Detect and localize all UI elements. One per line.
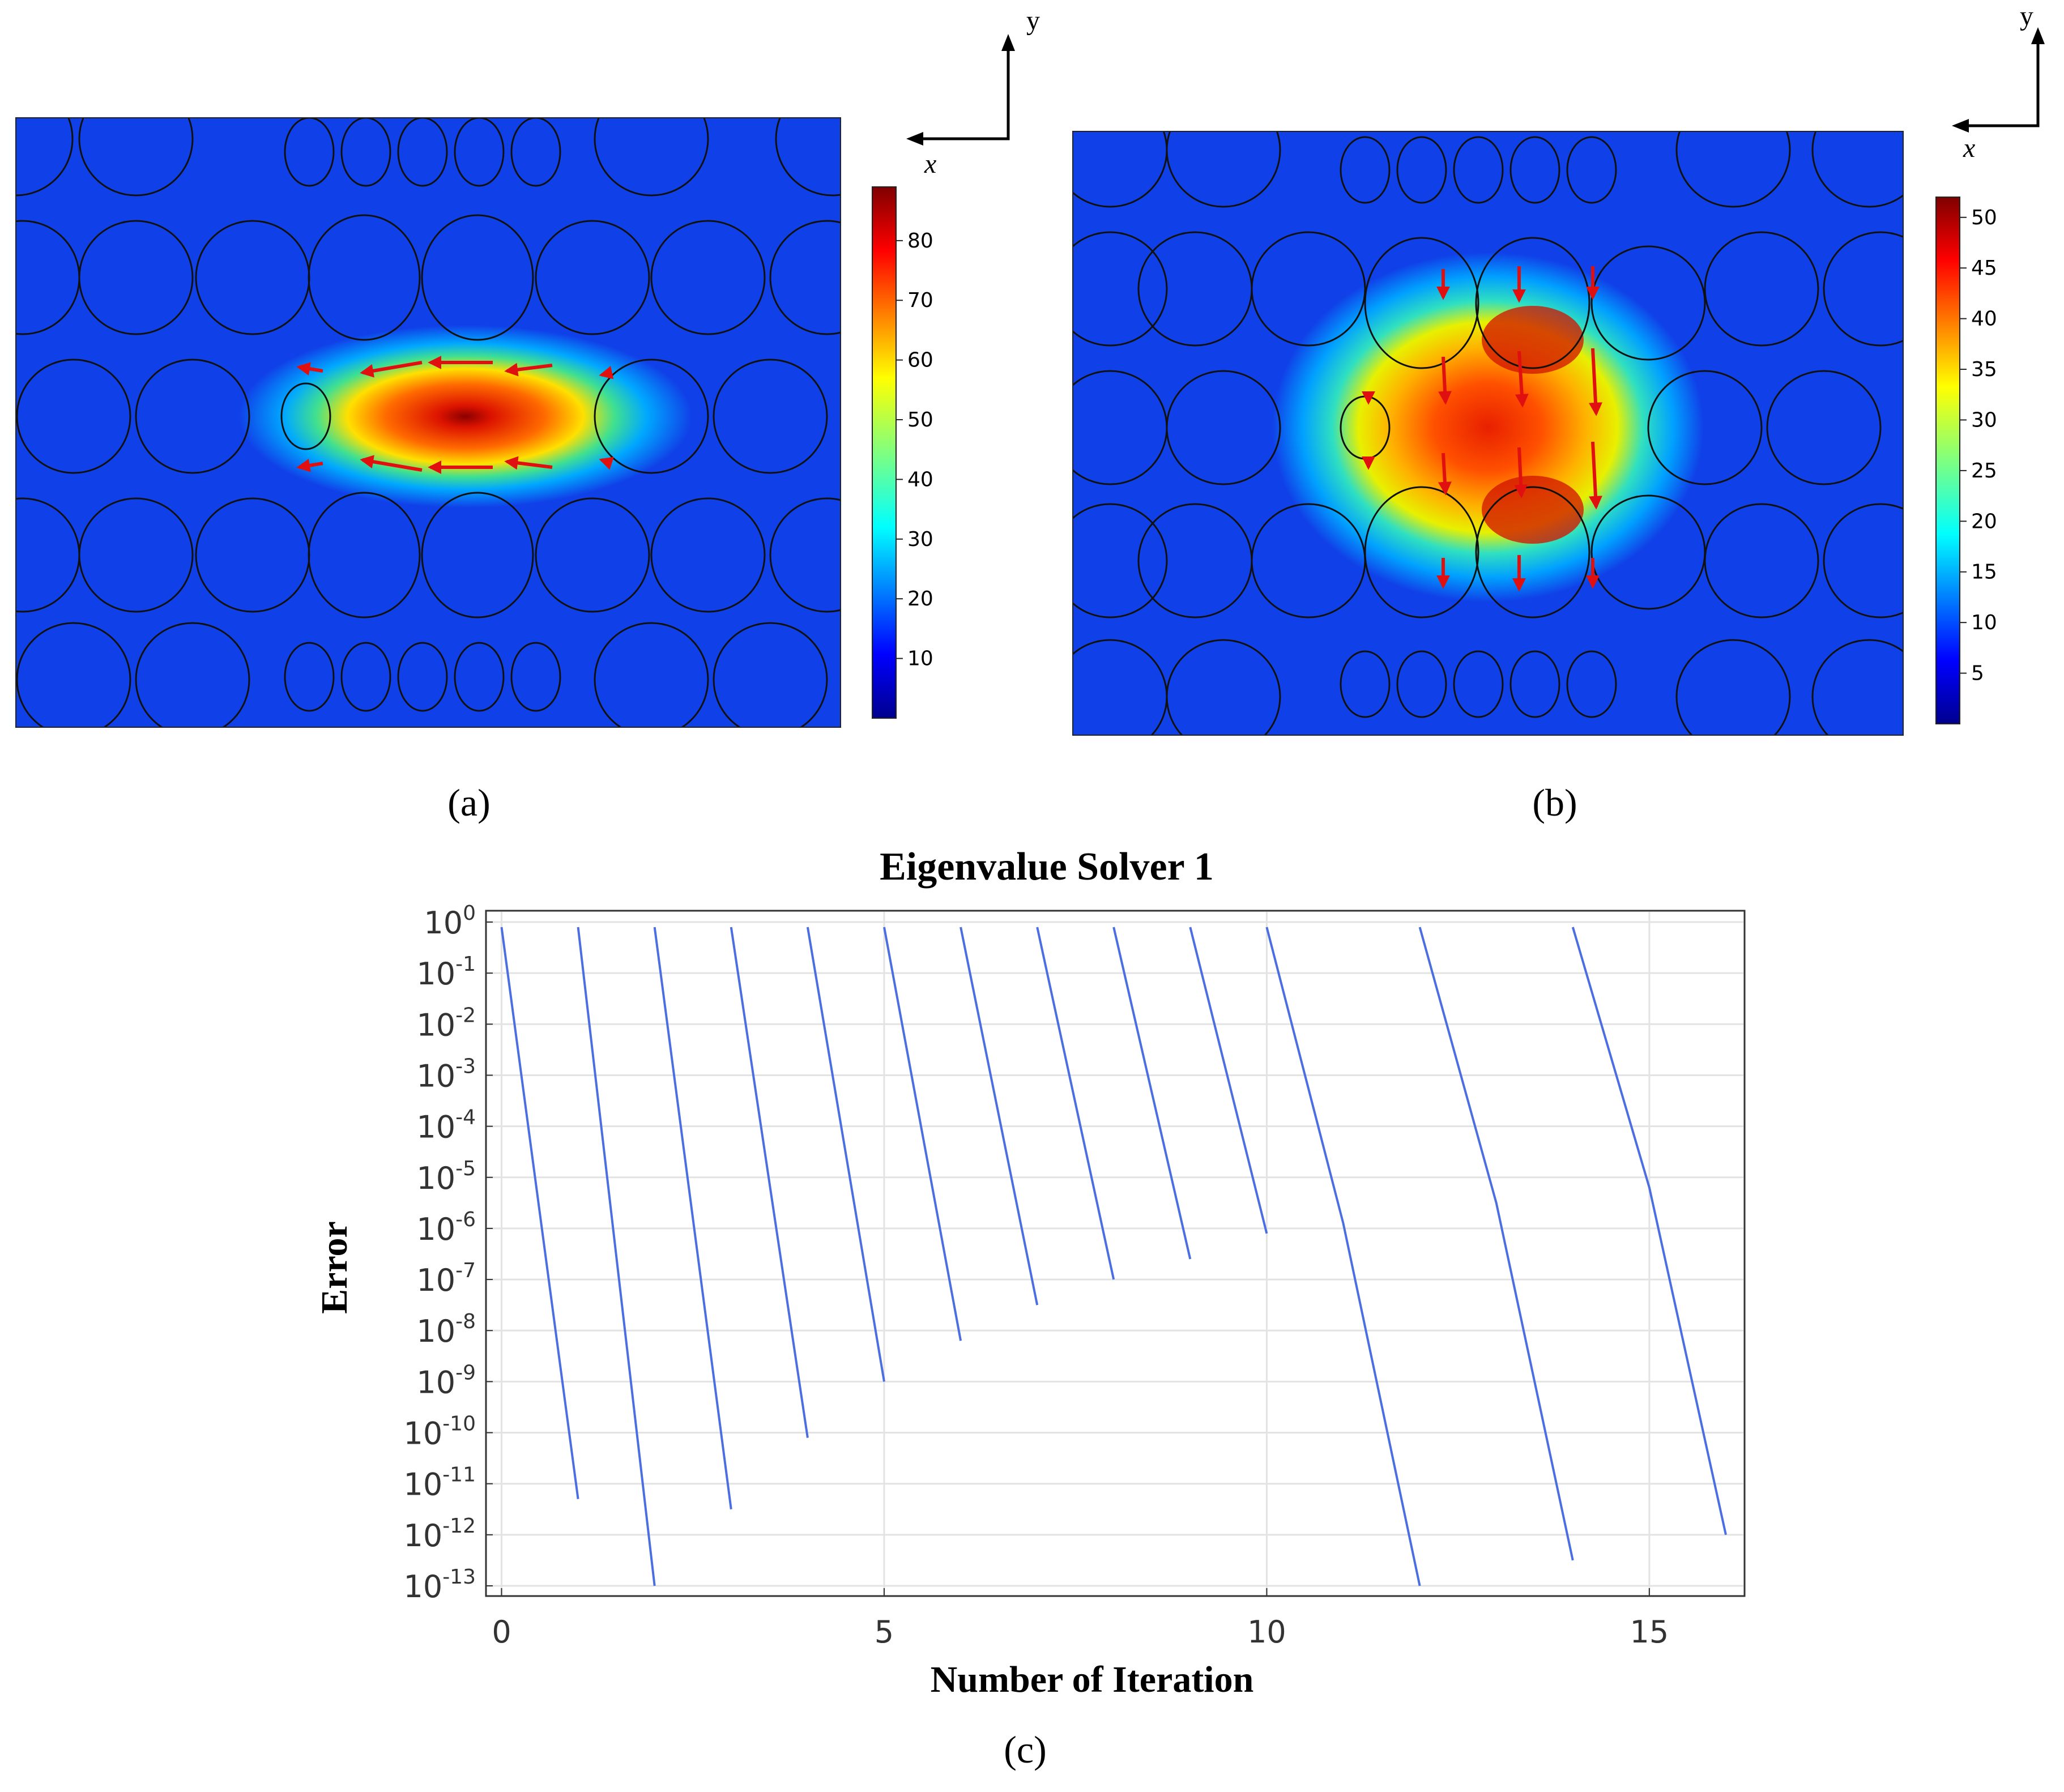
y-axis-label: Error xyxy=(314,1221,355,1314)
colorbar-a-tick-label: 40 xyxy=(907,468,933,491)
series-line-solve-11 xyxy=(1265,927,1421,1586)
x-tick-label: 10 xyxy=(1247,1614,1286,1650)
series-line-solve-3 xyxy=(653,927,732,1510)
series-line-solve-10 xyxy=(1189,927,1268,1234)
y-tick-label: 10-8 xyxy=(416,1310,476,1349)
y-tick-label: 10-7 xyxy=(416,1259,476,1298)
x-tick-label: 5 xyxy=(875,1614,894,1650)
chart-title: Eigenvalue Solver 1 xyxy=(880,845,1214,889)
y-tick-label: 10-2 xyxy=(416,1004,476,1043)
panel-c-label: (c) xyxy=(1004,1728,1046,1771)
y-tick-label: 10-12 xyxy=(403,1514,476,1554)
x-axis-label: Number of Iteration xyxy=(931,1659,1254,1700)
series-line-solve-4 xyxy=(730,927,809,1438)
colorbar-b-tick-label: 50 xyxy=(1971,206,1997,229)
colorbar-b-tick-label: 15 xyxy=(1971,561,1997,584)
series-line-solve-9 xyxy=(1112,927,1192,1260)
panel-a-label: (a) xyxy=(447,781,490,824)
series-line-solve-8 xyxy=(1036,927,1115,1280)
y-tick-label: 10-10 xyxy=(403,1413,476,1452)
field-arrows-a xyxy=(296,356,615,474)
x-tick-label: 0 xyxy=(492,1614,511,1650)
x-axis-label-a: x xyxy=(924,149,936,179)
colorbar-b-tick-label: 35 xyxy=(1971,358,1997,381)
series-line-solve-1 xyxy=(500,927,579,1499)
grid xyxy=(487,912,1743,1595)
colorbar-a-ticks: 80 70 60 50 40 30 20 10 xyxy=(896,229,933,671)
y-tick-label: 10-6 xyxy=(416,1208,476,1247)
x-axis-label-b: x xyxy=(1963,133,1975,163)
panel-a: 80 70 60 50 40 30 20 10 y x (a) xyxy=(15,6,1040,824)
axes-indicator-a xyxy=(906,34,1015,146)
colorbar-b-tick-label: 40 xyxy=(1971,308,1997,331)
panel-c: Eigenvalue Solver 1 10010-110-210-310-41… xyxy=(314,845,1746,1771)
series-line-solve-12 xyxy=(1418,927,1574,1561)
y-tick-label: 10-11 xyxy=(403,1464,476,1503)
y-tick-label: 10-1 xyxy=(416,953,476,992)
field-plot-b xyxy=(1073,131,1903,735)
panel-b-label: (b) xyxy=(1532,781,1577,824)
series-line-solve-7 xyxy=(959,927,1039,1305)
colorbar-b: 50 45 40 35 30 25 20 15 10 5 xyxy=(1935,197,1997,724)
axes-indicator-b xyxy=(1952,27,2045,133)
colorbar-a-tick-label: 80 xyxy=(907,229,933,253)
colorbar-a-tick-label: 60 xyxy=(907,349,933,372)
y-tick-label: 10-13 xyxy=(403,1565,476,1605)
field-plot-a xyxy=(16,118,841,727)
x-tick-labels: 0 5 10 15 xyxy=(492,1588,1669,1650)
series-line-solve-6 xyxy=(883,927,962,1341)
y-tick-label: 10-3 xyxy=(416,1055,476,1094)
colorbar-b-tick-label: 45 xyxy=(1971,257,1997,280)
colorbar-a-tick-label: 30 xyxy=(907,528,933,551)
colorbar-b-tick-label: 10 xyxy=(1971,611,1997,634)
y-tick-labels: 100 10-1 10-2 10-3 10-4 10-5 10-6 10-7 10-8 10-9 1… xyxy=(403,902,493,1605)
plot-area xyxy=(485,910,1746,1597)
colorbar-b-ticks: 50 45 40 35 30 25 20 15 10 5 xyxy=(1960,206,1997,685)
y-axis-label-b: y xyxy=(2020,1,2033,31)
x-tick-label: 15 xyxy=(1630,1614,1669,1650)
field-arrows-b xyxy=(1362,266,1602,592)
y-tick-label: 100 xyxy=(424,902,476,941)
colorbar-b-tick-label: 25 xyxy=(1971,459,1997,483)
series-line-solve-2 xyxy=(577,927,656,1586)
colorbar-b-tick-label: 5 xyxy=(1971,662,1984,685)
colorbar-a-tick-label: 50 xyxy=(907,408,933,432)
colorbar-b-tick-label: 20 xyxy=(1971,510,1997,533)
y-tick-label: 10-5 xyxy=(416,1157,476,1196)
colorbar-a: 80 70 60 50 40 30 20 10 xyxy=(872,186,933,719)
y-axis-label-a: y xyxy=(1026,6,1040,36)
y-tick-label: 10-4 xyxy=(416,1106,476,1145)
colorbar-b-tick-label: 30 xyxy=(1971,408,1997,432)
panel-b: 50 45 40 35 30 25 20 15 10 5 y x (b) xyxy=(1072,1,2045,824)
colorbar-a-tick-label: 20 xyxy=(907,587,933,611)
series-line-solve-5 xyxy=(806,927,885,1382)
colorbar-a-tick-label: 70 xyxy=(907,289,933,312)
y-tick-label: 10-9 xyxy=(416,1361,476,1400)
series-lines xyxy=(500,927,1727,1586)
colorbar-a-tick-label: 10 xyxy=(907,647,933,671)
series-line-solve-13 xyxy=(1571,927,1727,1535)
